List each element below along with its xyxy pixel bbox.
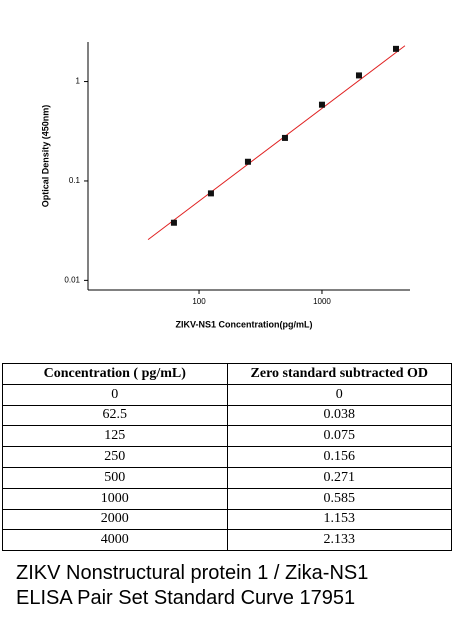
- table-cell: 125: [2, 425, 228, 448]
- chart: 0.01 0.1 1 100 1000 ZIKV-NS1 Concentration(pg…: [40, 42, 410, 329]
- data-point: [170, 219, 177, 226]
- fit-line: [147, 45, 406, 241]
- column-header: Concentration ( pg/mL): [2, 363, 228, 385]
- data-point: [392, 45, 399, 52]
- table-cell: 0.156: [226, 446, 452, 468]
- x-tick-label: 100: [192, 297, 206, 306]
- data-point: [355, 72, 362, 79]
- table-row: 250 0.156: [2, 446, 452, 468]
- caption: ELISA Pair Set Standard Curve 17951: [16, 587, 356, 609]
- x-axis-label: ZIKV-NS1 Concentration(pg/mL): [176, 319, 313, 329]
- table-cell: 0.038: [226, 404, 452, 427]
- table-cell: 1.153: [226, 508, 452, 531]
- table-row: 2000 1.153: [2, 508, 452, 531]
- data-table: Concentration ( pg/mL) Zero standard subt…: [2, 363, 452, 552]
- table-cell: 250: [2, 446, 228, 468]
- data-point: [207, 190, 214, 197]
- table-row: 500 0.271: [2, 466, 452, 489]
- table-row: 62.5 0.038: [2, 404, 452, 427]
- table-cell: 1000: [2, 487, 228, 510]
- y-axis-label: Optical Density (450nm): [40, 105, 50, 208]
- table-row: 125 0.075: [2, 425, 452, 448]
- table-cell: 0.075: [226, 425, 452, 448]
- table-cell: 2000: [2, 508, 228, 531]
- table-cell: 0: [2, 383, 228, 406]
- table-cell: 0: [226, 383, 452, 406]
- x-tick-label: 1000: [313, 297, 331, 306]
- data-point: [244, 158, 251, 165]
- y-tick-label: 1: [76, 77, 81, 86]
- table-cell: 0.271: [226, 466, 452, 489]
- caption: ZIKV Nonstructural protein 1 / Zika-NS1: [16, 562, 369, 584]
- data-point: [281, 134, 288, 141]
- table-row: 4000 2.133: [2, 529, 452, 552]
- table-cell: 2.133: [226, 529, 452, 552]
- table-cell: 4000: [2, 529, 228, 552]
- y-tick-label: 0.01: [64, 275, 80, 284]
- table-cell: 62.5: [2, 404, 228, 427]
- y-tick-label: 0.1: [69, 176, 81, 185]
- table-row: 1000 0.585: [2, 487, 452, 510]
- table-cell: 0.585: [226, 487, 452, 510]
- data-point: [318, 101, 325, 108]
- column-header: Zero standard subtracted OD: [226, 363, 452, 385]
- table-cell: 500: [2, 466, 228, 489]
